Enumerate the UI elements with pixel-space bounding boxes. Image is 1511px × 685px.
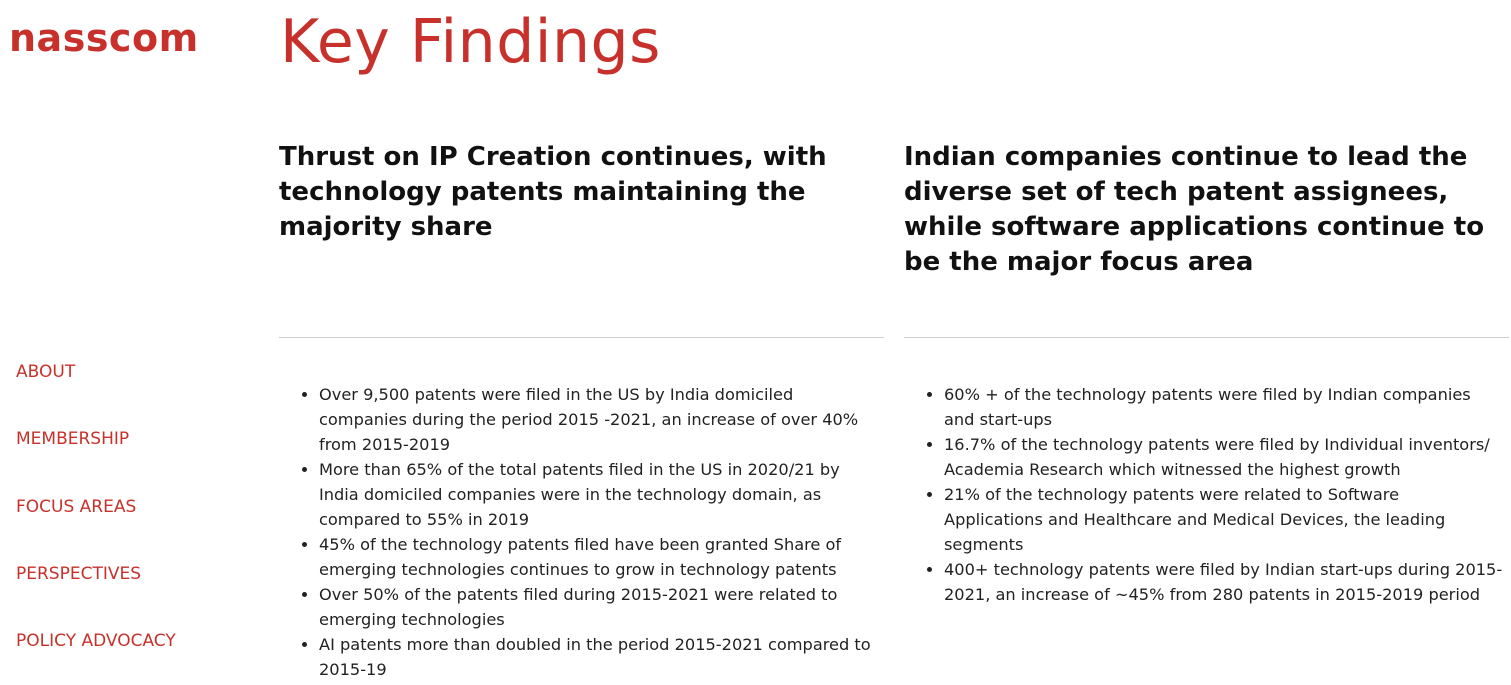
list-item: 60% + of the technology patents were fil… [944,382,1509,432]
findings-list: 60% + of the technology patents were fil… [904,382,1509,607]
findings-list: Over 9,500 patents were filed in the US … [279,382,884,682]
page-title: Key Findings [280,7,661,77]
list-item: Over 50% of the patents filed during 201… [319,582,884,632]
column-divider [279,337,884,338]
sidebar-item-membership[interactable]: MEMBERSHIP [16,429,130,449]
list-item: 21% of the technology patents were relat… [944,482,1509,557]
list-item: 45% of the technology patents filed have… [319,532,884,582]
list-item: More than 65% of the total patents filed… [319,457,884,532]
column-heading: Thrust on IP Creation continues, with te… [279,142,827,242]
nasscom-logo[interactable]: nasscom [9,16,199,60]
sidebar-item-about[interactable]: ABOUT [16,362,76,382]
column-divider [904,337,1509,338]
column-heading: Indian companies continue to lead the di… [904,142,1485,277]
list-item: 400+ technology patents were filed by In… [944,557,1509,607]
list-item: Over 9,500 patents were filed in the US … [319,382,884,457]
finding-column-patent-assignees: Indian companies continue to lead the di… [904,140,1509,607]
sidebar-item-perspectives[interactable]: PERSPECTIVES [16,564,142,584]
list-item: 16.7% of the technology patents were fil… [944,432,1509,482]
list-item: AI patents more than doubled in the peri… [319,632,884,682]
sidebar-item-policy-advocacy[interactable]: POLICY ADVOCACY [16,631,176,651]
finding-column-ip-creation: Thrust on IP Creation continues, with te… [279,140,884,682]
sidebar-item-focus-areas[interactable]: FOCUS AREAS [16,497,137,517]
